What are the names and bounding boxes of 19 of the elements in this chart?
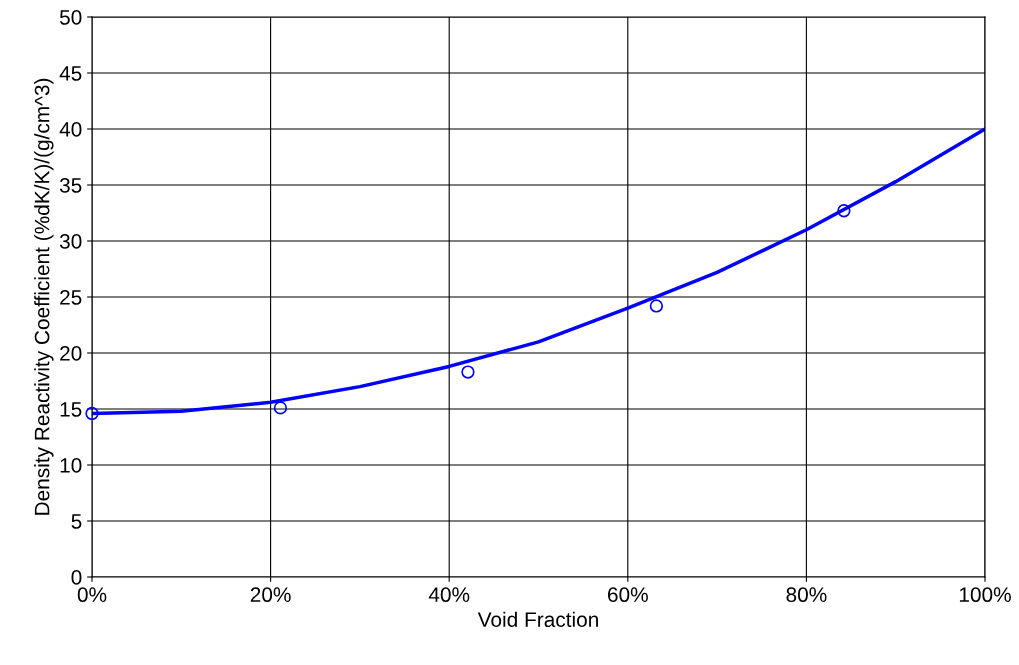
y-tick-label: 20 [60, 346, 82, 361]
x-tick-label: 100% [959, 587, 1011, 603]
x-tick-label: 20% [250, 587, 291, 603]
y-axis-title: Density Reactivity Coefficient (%dK/K)/(g/cm^3) [34, 78, 54, 515]
y-tick-label: 50 [59, 10, 82, 25]
y-tick-label: 10 [60, 458, 82, 473]
y-tick-label: 5 [71, 514, 82, 529]
x-axis-title: Void Fraction [477, 611, 598, 627]
y-tick-label: 25 [60, 290, 82, 305]
y-tick-label: 40 [59, 122, 82, 137]
y-tick-label: 45 [59, 66, 82, 81]
y-tick-label: 15 [60, 402, 82, 417]
y-tick-label: 30 [59, 234, 82, 249]
x-tick-label: 80% [786, 587, 827, 603]
x-tick-label: 0% [77, 587, 107, 603]
x-tick-label: 40% [428, 587, 470, 603]
x-tick-label: 60% [608, 587, 648, 603]
y-tick-label: 0 [71, 570, 82, 585]
y-tick-label: 35 [59, 178, 82, 193]
